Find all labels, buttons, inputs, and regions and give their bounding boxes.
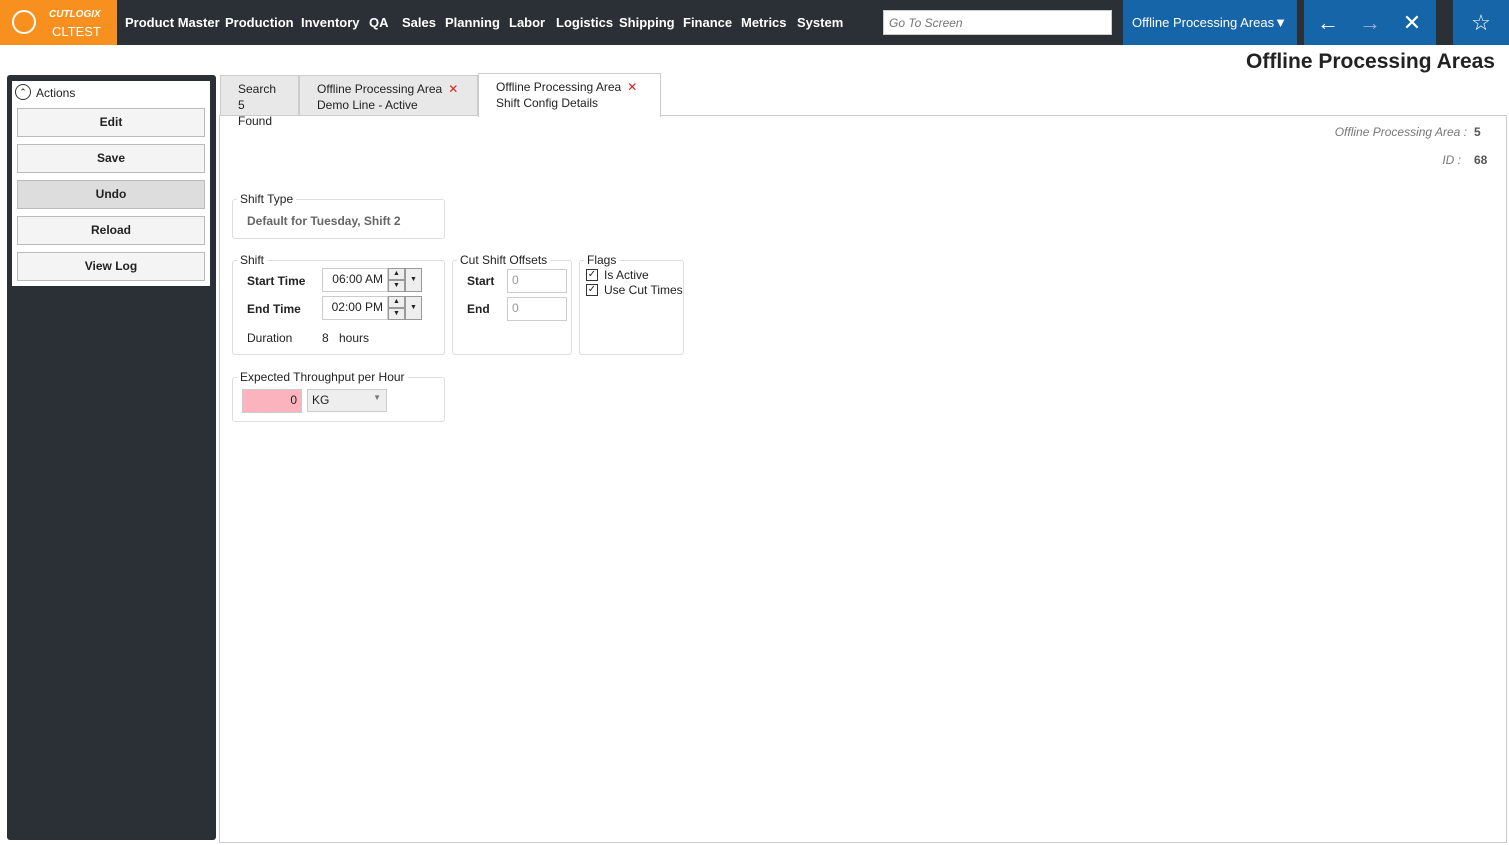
collapse-chevron-icon[interactable]: ⌃: [15, 84, 31, 100]
back-arrow-icon[interactable]: ←: [1304, 0, 1352, 45]
flags-label: Flags: [584, 253, 620, 267]
close-tab-icon[interactable]: ✕: [448, 82, 459, 96]
close-icon[interactable]: ✕: [1388, 0, 1436, 45]
favorite-star-icon[interactable]: ☆: [1453, 0, 1509, 45]
edit-button[interactable]: Edit: [17, 108, 205, 137]
view-log-button[interactable]: View Log: [17, 252, 205, 281]
content-area: [219, 115, 1507, 843]
cut-end-input[interactable]: 0: [507, 297, 567, 321]
nav-labor[interactable]: Labor: [509, 15, 546, 30]
duration-label: Duration: [247, 331, 293, 345]
logo-text: CUTLOGIX: [49, 9, 101, 20]
screen-select[interactable]: Offline Processing Areas ▼: [1123, 0, 1297, 45]
spin-up-icon[interactable]: ▲: [388, 268, 405, 280]
use-cut-times-checkbox[interactable]: ✓: [586, 284, 598, 296]
dropdown-arrow-icon: ▼: [1274, 15, 1287, 30]
nav-product-master[interactable]: Product Master: [125, 15, 220, 30]
end-time-input[interactable]: 02:00 PM: [322, 296, 388, 320]
duration-unit: hours: [339, 331, 370, 345]
close-tab-icon[interactable]: ✕: [627, 80, 638, 94]
environment-label: CLTEST: [52, 24, 101, 39]
nav-shipping[interactable]: Shipping: [619, 15, 675, 30]
chevron-down-icon[interactable]: ▼: [405, 268, 422, 292]
unit-select-value: KG: [312, 393, 330, 407]
is-active-checkbox[interactable]: ✓: [586, 269, 598, 281]
forward-arrow-icon[interactable]: →: [1346, 0, 1394, 45]
nav-sales[interactable]: Sales: [402, 15, 436, 30]
cut-offsets-label: Cut Shift Offsets: [457, 253, 551, 267]
duration-value: 8: [322, 331, 329, 345]
chevron-down-icon: ▼: [373, 393, 381, 402]
nav-system[interactable]: System: [797, 15, 844, 30]
tab-label: Offline Processing Area: [317, 82, 443, 96]
tab-shift-config[interactable]: Offline Processing Area ✕ Shift Config Det…: [478, 73, 661, 117]
actions-title: Actions: [36, 86, 76, 100]
end-time-label: End Time: [247, 302, 301, 316]
area-value: 5: [1474, 125, 1481, 139]
save-button[interactable]: Save: [17, 144, 205, 173]
nav-logistics[interactable]: Logistics: [556, 15, 614, 30]
tab-label: Offline Processing Area: [496, 80, 622, 94]
start-time-label: Start Time: [247, 274, 306, 288]
tab-label: Search: [238, 82, 277, 96]
cut-end-label: End: [467, 302, 490, 316]
cut-start-input[interactable]: 0: [507, 269, 567, 293]
cut-start-label: Start: [467, 274, 495, 288]
shift-group: [232, 260, 445, 355]
reload-button[interactable]: Reload: [17, 216, 205, 245]
shift-type-group: [232, 199, 445, 239]
nav-planning[interactable]: Planning: [445, 15, 500, 30]
area-label: Offline Processing Area :: [1334, 125, 1467, 139]
nav-finance[interactable]: Finance: [683, 15, 733, 30]
spin-up-icon[interactable]: ▲: [388, 296, 405, 308]
flags-group: [579, 260, 684, 355]
spin-down-icon[interactable]: ▼: [388, 280, 405, 292]
spin-down-icon[interactable]: ▼: [388, 308, 405, 320]
undo-button[interactable]: Undo: [17, 180, 205, 209]
go-to-screen-input[interactable]: [883, 10, 1112, 35]
is-active-label: Is Active: [604, 268, 649, 282]
use-cut-times-label: Use Cut Times: [604, 283, 683, 297]
tab-sublabel: Demo Line - Active: [317, 98, 418, 112]
throughput-label: Expected Throughput per Hour: [237, 370, 408, 384]
shift-label: Shift: [237, 253, 268, 267]
nav-inventory[interactable]: Inventory: [301, 15, 360, 30]
shift-type-label: Shift Type: [237, 192, 297, 206]
screen-select-value: Offline Processing Areas: [1132, 15, 1275, 30]
nav-qa[interactable]: QA: [369, 15, 389, 30]
tab-search[interactable]: Search 5 Found: [220, 75, 299, 128]
chevron-down-icon[interactable]: ▼: [405, 296, 422, 320]
tab-sublabel: 5 Found: [238, 98, 273, 128]
page-title: Offline Processing Areas: [1246, 50, 1495, 73]
brand-logo[interactable]: CUTLOGIX CLTEST: [0, 0, 117, 45]
nav-production[interactable]: Production: [225, 15, 294, 30]
start-time-input[interactable]: 06:00 AM: [322, 268, 388, 292]
id-label: ID :: [1442, 153, 1461, 167]
unit-select[interactable]: KG ▼: [307, 389, 387, 412]
id-value: 68: [1474, 153, 1488, 167]
tab-sublabel: Shift Config Details: [496, 96, 599, 110]
throughput-input[interactable]: 0: [242, 389, 302, 413]
logo-icon: [12, 10, 36, 34]
shift-type-value: Default for Tuesday, Shift 2: [247, 214, 401, 228]
tab-demo-line[interactable]: Offline Processing Area ✕ Demo Line - Acti…: [299, 75, 478, 116]
nav-metrics[interactable]: Metrics: [741, 15, 787, 30]
